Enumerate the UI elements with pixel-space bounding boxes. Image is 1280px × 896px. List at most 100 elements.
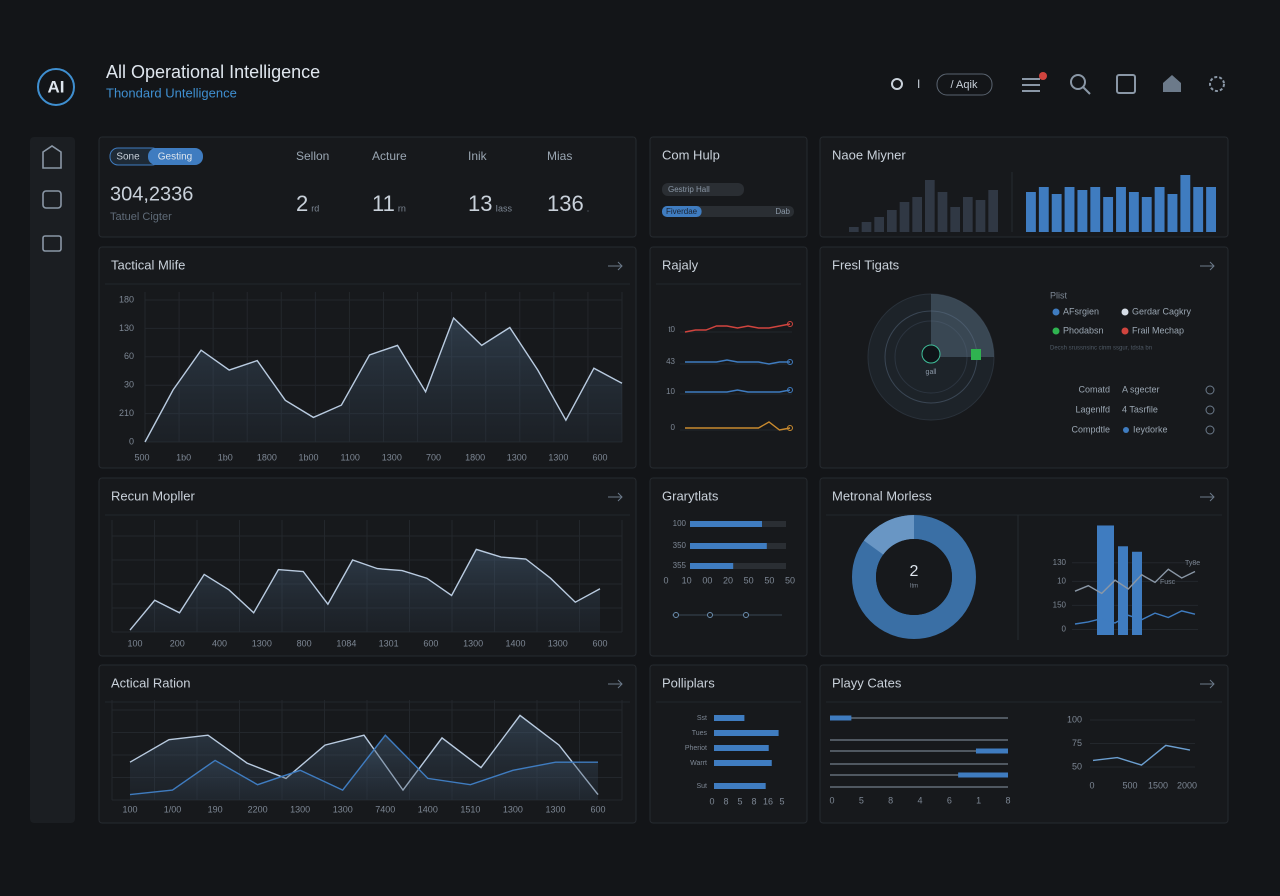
x-tick-label: 7400 [375, 804, 395, 814]
kpi-value: 2 [296, 191, 308, 216]
x-tick-label: 2000 [1177, 780, 1197, 790]
row-icon[interactable] [1205, 405, 1215, 415]
ask-button[interactable] [936, 73, 993, 96]
x-tick-label: 2200 [248, 804, 268, 814]
row-label: t0 [668, 325, 675, 334]
y-tick-label: 0 [129, 436, 134, 446]
x-tick-label: 5 [859, 795, 864, 805]
x-tick-label: 1300 [252, 638, 272, 648]
kpi-label: Inik [468, 149, 488, 163]
y-tick-label: 0 [1062, 625, 1067, 634]
x-tick-label: 100 [127, 638, 142, 648]
row-icon[interactable] [1205, 425, 1215, 435]
bar [899, 202, 910, 232]
expand-icon[interactable] [608, 261, 623, 271]
bar [714, 715, 745, 721]
slider-knob[interactable] [673, 612, 679, 618]
gauge-label: gall [926, 369, 937, 376]
x-tick-label: 1084 [336, 638, 356, 648]
slider-knob[interactable] [707, 612, 713, 618]
x-tick-label: 0 [709, 796, 714, 806]
kpi-value: 11 [372, 191, 395, 216]
y-tick-label: 50 [1072, 761, 1082, 771]
bar [1141, 197, 1152, 232]
legend-dot [1052, 327, 1060, 335]
app-subtitle: Thondard Untelligence [106, 85, 237, 100]
legend-label: AFsrgien [1063, 306, 1099, 316]
menu-icon[interactable] [1022, 78, 1040, 92]
bar [963, 197, 973, 232]
row-label: 43 [666, 357, 675, 366]
bar [1064, 187, 1075, 232]
panel-title: Metronal Morless [832, 488, 932, 503]
bar [714, 760, 772, 766]
metro-line [1074, 610, 1196, 625]
donut-segment [863, 515, 914, 555]
x-tick-label: 1400 [505, 638, 525, 648]
kpi-unit: rd [311, 203, 319, 213]
tab-active[interactable] [148, 148, 203, 165]
x-tick-label: 4 [917, 795, 922, 805]
legend-dot [1121, 308, 1129, 316]
gauge-ring [894, 320, 968, 394]
tactical-area [145, 318, 622, 442]
search-icon[interactable] [1070, 74, 1091, 95]
row-dot [1123, 427, 1129, 433]
bar [714, 730, 779, 736]
home-icon[interactable] [1163, 75, 1181, 92]
calendar-icon[interactable] [1116, 74, 1136, 94]
legend-label: Gerdar Cagkry [1132, 306, 1192, 316]
row-icon[interactable] [1205, 385, 1215, 395]
slider-knob[interactable] [743, 612, 749, 618]
y-tick-label: 130 [119, 323, 134, 333]
sidebar-icon[interactable] [42, 145, 62, 169]
chip[interactable] [662, 183, 744, 196]
expand-icon[interactable] [608, 492, 623, 502]
panel-title: Polliplars [662, 675, 715, 690]
y-tick-label: 100 [1067, 714, 1082, 724]
bar [925, 180, 935, 232]
panel-title: Fresl Tigats [832, 257, 900, 272]
y-tick-label: 210 [119, 408, 134, 418]
slider-range[interactable] [830, 715, 852, 721]
tactical-line [144, 316, 623, 443]
x-tick-label: 5 [779, 796, 784, 806]
sidebar-icon[interactable] [42, 235, 62, 252]
x-tick-label: 6 [947, 795, 952, 805]
gear-icon[interactable] [1209, 76, 1225, 92]
actical-line [129, 734, 598, 796]
bar [1180, 175, 1191, 232]
bar [1026, 192, 1036, 232]
expand-icon[interactable] [1200, 261, 1215, 271]
settings-icon[interactable] [891, 78, 903, 90]
end-marker [787, 425, 793, 431]
kpi-value: 13 [468, 191, 492, 216]
x-tick-label: 8 [888, 795, 893, 805]
sidebar-icon[interactable] [42, 190, 62, 209]
y-tick-label: 75 [1072, 738, 1082, 748]
x-tick-label: 200 [170, 638, 185, 648]
panel-title: Rajaly [662, 257, 699, 272]
legend-dot [1121, 327, 1129, 335]
x-tick-label: 500 [1122, 780, 1137, 790]
panel [819, 664, 1229, 824]
x-tick-label: 16 [763, 796, 773, 806]
sparkline-line [685, 359, 790, 365]
x-tick-label: 0 [1089, 780, 1094, 790]
expand-icon[interactable] [608, 679, 623, 689]
app-title: All Operational Intelligence [106, 62, 320, 82]
slider-range[interactable] [975, 748, 1008, 754]
x-tick-label: 1/00 [164, 804, 182, 814]
x-tick-label: 5 [737, 796, 742, 806]
end-marker [787, 321, 793, 327]
panel [98, 136, 637, 238]
progress-end-label: Dab [775, 207, 790, 216]
x-tick-label: 1400 [418, 804, 438, 814]
bar [861, 222, 872, 232]
panel-title: Actical Ration [111, 675, 190, 690]
sparkline-line [685, 389, 791, 393]
expand-icon[interactable] [1200, 492, 1215, 502]
expand-icon[interactable] [1200, 679, 1215, 689]
row-label: 0 [671, 423, 676, 432]
slider-range[interactable] [958, 772, 1008, 778]
